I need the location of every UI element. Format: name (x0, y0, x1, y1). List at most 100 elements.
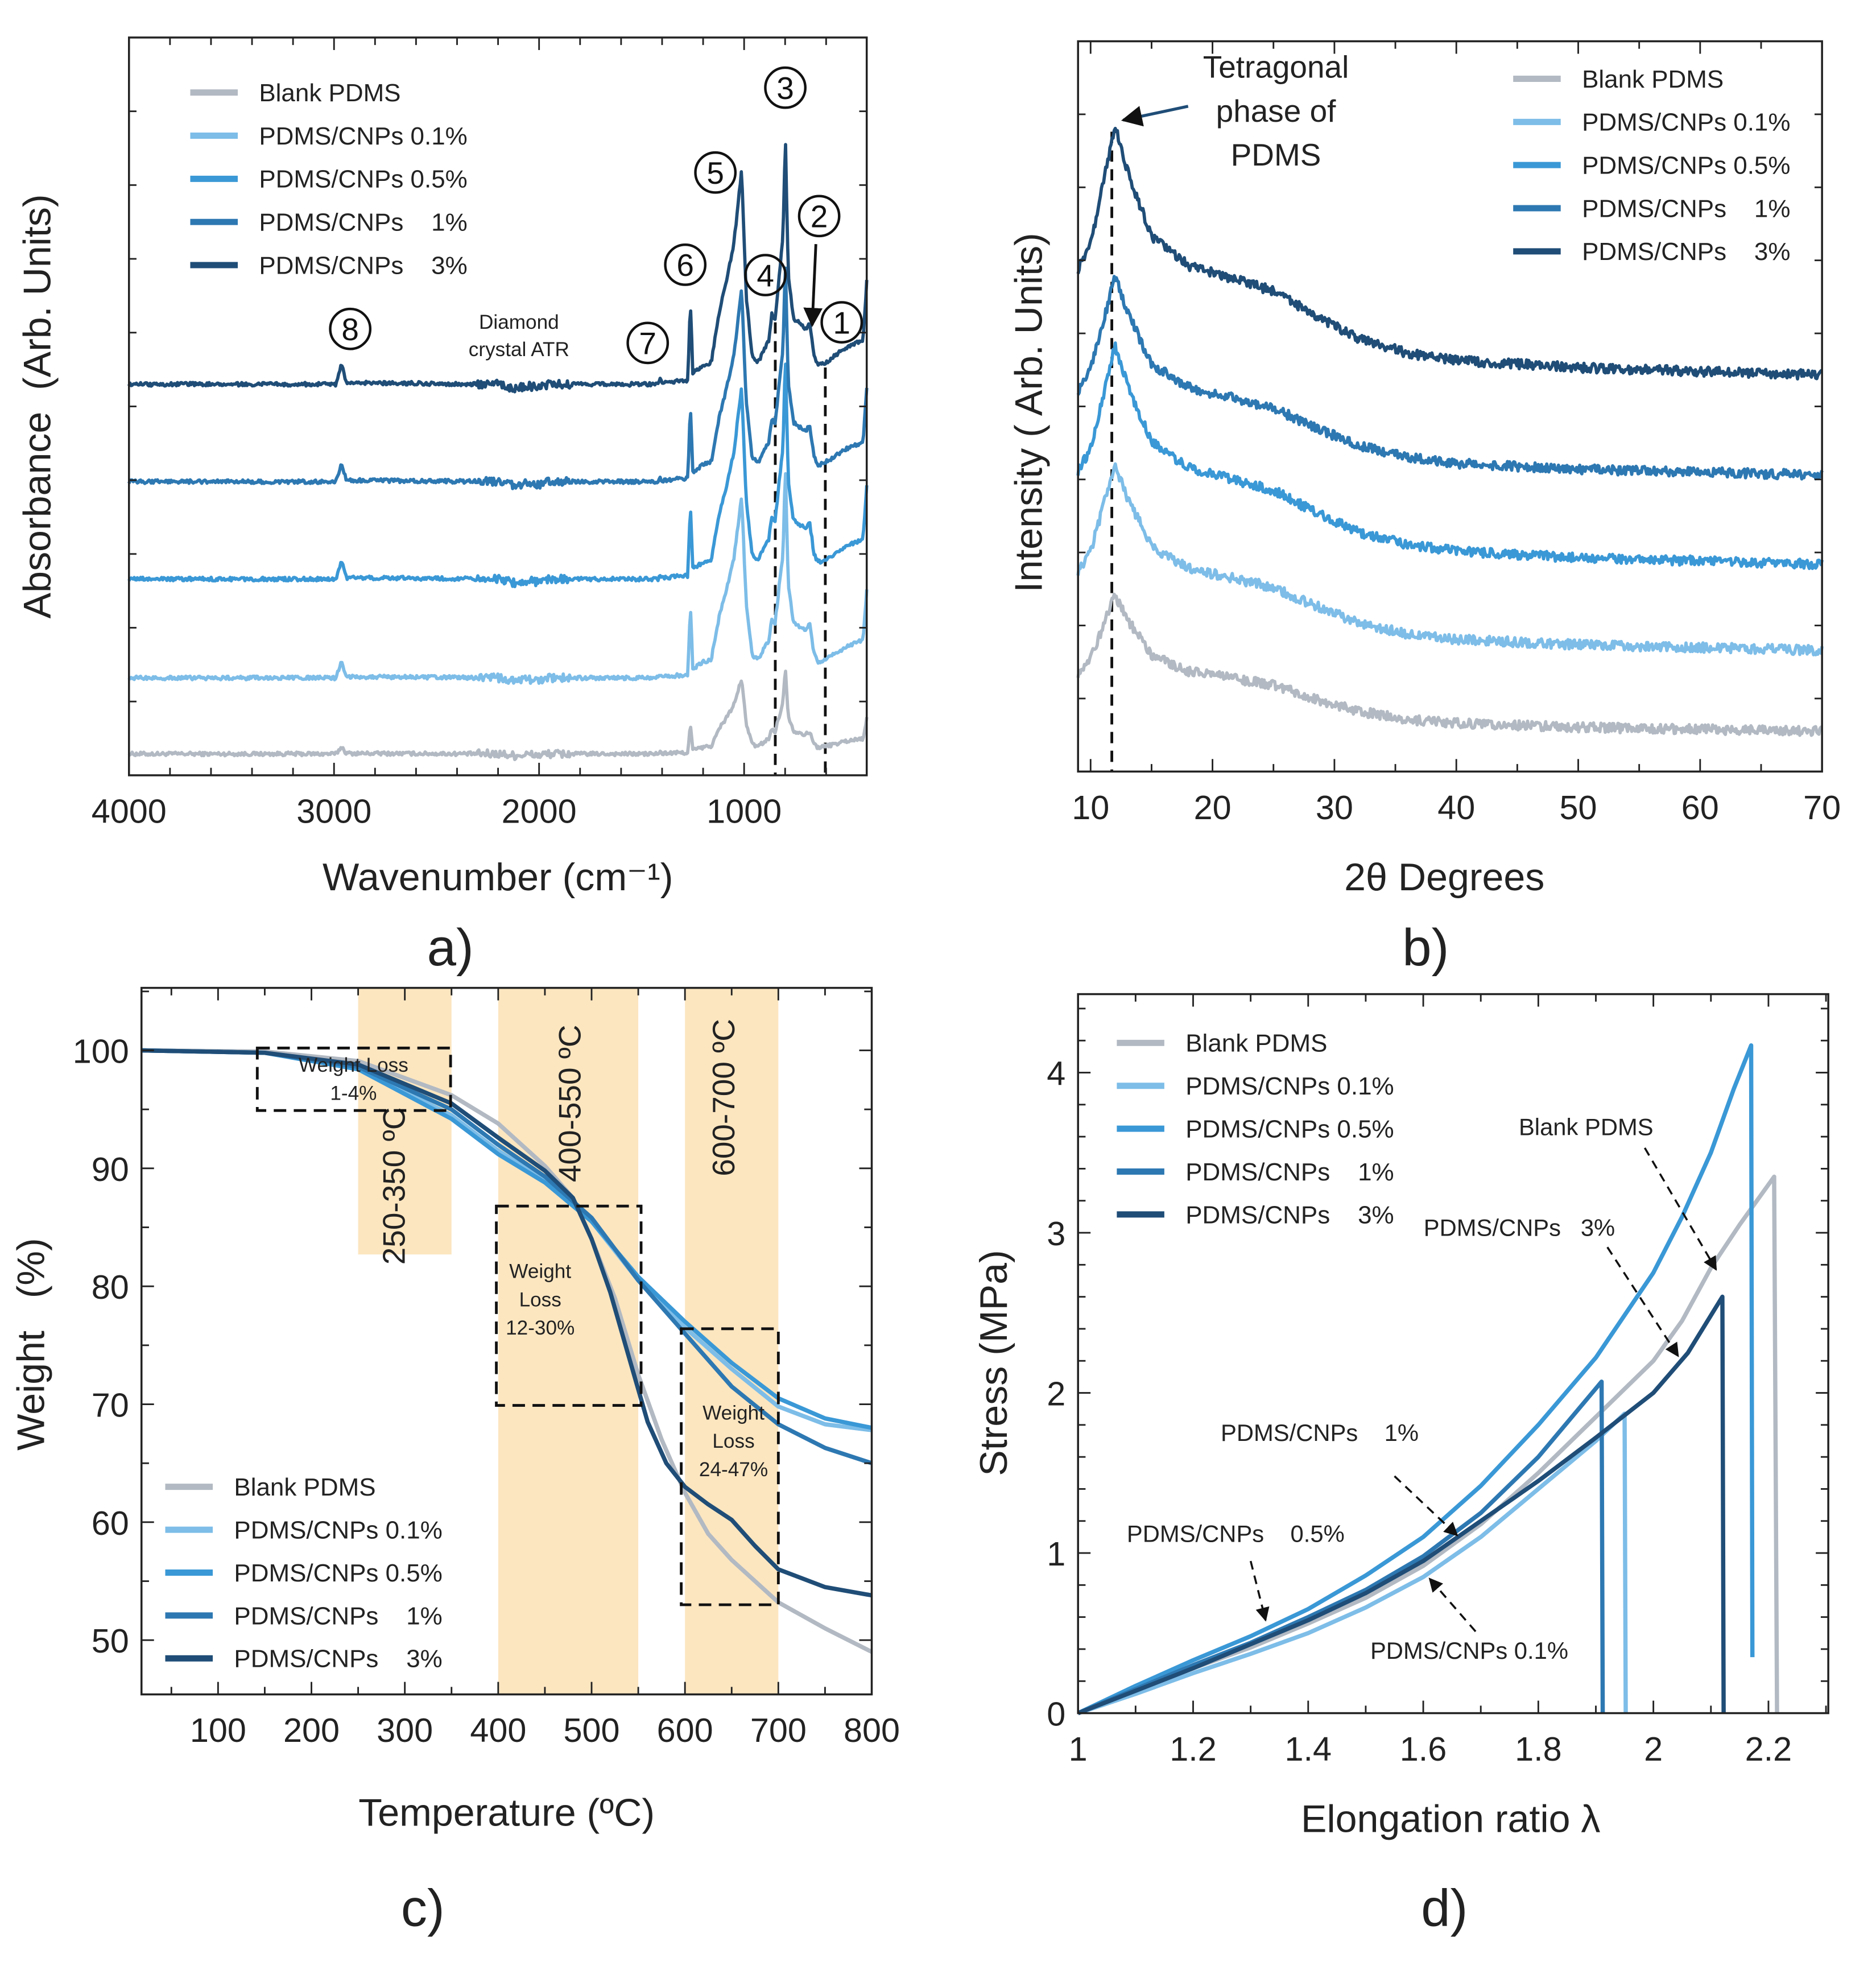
arrow-to-peak-2 (803, 243, 823, 328)
plot-frame (1077, 993, 1829, 1715)
peak-marker-number: 4 (757, 258, 774, 293)
band-label: 600-700 ºC (706, 1019, 741, 1176)
legend-label: PDMS/CNPs 1% (234, 1602, 442, 1630)
panel-label: a) (427, 918, 474, 977)
plot-frame (1077, 40, 1823, 773)
peak-marker-number: 3 (776, 71, 794, 106)
series-line-4 (127, 143, 869, 394)
y-axis-label: Absorbance (Arb. Units) (15, 194, 59, 618)
annotation-text: Blank PDMS (1519, 1113, 1654, 1140)
legend-label: PDMS/CNPs 0.1% (259, 122, 467, 150)
peak-marker-number: 5 (706, 155, 724, 191)
temperature-band (358, 988, 452, 1255)
y-tick-label: 50 (92, 1622, 129, 1660)
x-tick-label: 20 (1194, 788, 1232, 827)
series-line-2 (127, 362, 869, 589)
y-tick-label: 70 (92, 1386, 129, 1424)
peak-marker-circle (694, 151, 737, 194)
legend-label: Blank PDMS (234, 1473, 375, 1501)
x-tick-label: 10 (1072, 788, 1109, 827)
legend-label: PDMS/CNPs 1% (259, 209, 467, 237)
x-axis-label: Temperature (ºC) (358, 1791, 655, 1834)
x-tick-label: 1.2 (1170, 1730, 1217, 1768)
annotation-text: PDMS/CNPs 0.5% (1127, 1520, 1345, 1547)
weight-loss-text: 24-47% (699, 1459, 768, 1481)
annotation-text: PDMS (1231, 137, 1321, 172)
plot-frame (127, 36, 868, 776)
legend-label: Blank PDMS (1582, 65, 1724, 93)
series-line-0 (1077, 1174, 1779, 1716)
y-tick-label: 2 (1047, 1375, 1065, 1413)
weight-loss-box (255, 1046, 452, 1112)
y-tick-label: 4 (1047, 1055, 1065, 1093)
weight-loss-text: Weight (703, 1402, 765, 1424)
y-tick-label: 1 (1047, 1535, 1065, 1573)
x-tick-label: 50 (1560, 788, 1597, 827)
x-tick-label: 400 (470, 1711, 526, 1749)
plot-frame (140, 986, 873, 1696)
y-tick-label: 80 (92, 1268, 129, 1306)
peak-marker-circle (329, 307, 372, 350)
x-axis-label: Elongation ratio λ (1301, 1797, 1600, 1840)
annotation-arrow (1249, 1560, 1270, 1622)
y-axis-label: Weight (%) (9, 1238, 52, 1451)
series-line-2 (1077, 1043, 1755, 1715)
series-line-2 (1076, 341, 1824, 571)
legend-label: Blank PDMS (259, 79, 400, 107)
weight-loss-text: 12-30% (506, 1317, 575, 1339)
legend-label: PDMS/CNPs 1% (1185, 1158, 1394, 1186)
band-label: 250-350 ºC (377, 1108, 412, 1265)
x-tick-label: 2 (1644, 1730, 1663, 1768)
peak-marker-number: 2 (811, 199, 828, 234)
annotation-arrow (1394, 1475, 1458, 1536)
x-tick-label: 70 (1803, 788, 1841, 827)
legend-label: PDMS/CNPs 3% (1185, 1201, 1394, 1229)
legend-label: PDMS/CNPs 3% (1582, 238, 1790, 266)
x-tick-label: 1 (1069, 1730, 1088, 1768)
peak-marker-circle (744, 254, 787, 296)
series-line-1 (1076, 462, 1824, 656)
y-axis-label: Intensity ( Arb. Units) (1007, 233, 1050, 592)
legend-label: PDMS/CNPs 0.5% (234, 1559, 442, 1587)
annotation-arrow (1643, 1147, 1717, 1271)
y-tick-label: 90 (92, 1150, 129, 1188)
legend-label: Blank PDMS (1185, 1030, 1327, 1058)
peak-marker-number: 7 (639, 326, 656, 361)
panel-b-xrd: 10 20 30 40 50 60 70 2θ Degrees Intensity ( Arb.… (1007, 40, 1841, 977)
x-tick-label: 1.4 (1285, 1730, 1332, 1768)
annotation-arrow (1428, 1577, 1477, 1633)
annotation-text: Tetragonal (1203, 49, 1349, 85)
x-tick-label: 2.2 (1745, 1730, 1792, 1768)
x-tick-label: 4000 (92, 792, 167, 830)
x-tick-label: 200 (283, 1711, 340, 1749)
x-tick-label: 300 (377, 1711, 433, 1749)
annotation-text: phase of (1216, 93, 1337, 129)
panel-c-tga: 100 200 300 400 500 600 700 800 50 60 70 80 90 100 Tem… (9, 986, 900, 1937)
legend-label: PDMS/CNPs 0.1% (1582, 109, 1790, 137)
weight-loss-text: Loss (519, 1288, 561, 1311)
series-line-3 (141, 1048, 873, 1465)
x-tick-label: 2000 (502, 792, 577, 830)
series-line-1 (1077, 1411, 1628, 1716)
band-label: 400-550 ºC (552, 1025, 587, 1182)
tetragonal-phase-arrow (1121, 105, 1189, 127)
y-tick-label: 3 (1047, 1215, 1065, 1253)
x-tick-label: 500 (563, 1711, 619, 1749)
legend-label: PDMS/CNPs 0.5% (1185, 1115, 1394, 1143)
x-tick-label: 700 (750, 1711, 807, 1749)
series-line-3 (1076, 275, 1824, 481)
weight-loss-box (680, 1327, 780, 1606)
legend-label: PDMS/CNPs 1% (1582, 195, 1790, 222)
temperature-band (498, 988, 639, 1695)
x-tick-label: 60 (1681, 788, 1719, 827)
x-tick-label: 600 (657, 1711, 713, 1749)
annotation-arrow (1606, 1246, 1679, 1357)
x-axis-label: Wavenumber (cm⁻¹) (323, 856, 673, 899)
series-line-3 (127, 266, 869, 490)
x-tick-label: 40 (1437, 788, 1475, 827)
x-axis-label: 2θ Degrees (1344, 856, 1544, 899)
x-tick-label: 30 (1316, 788, 1353, 827)
panel-label: c) (401, 1878, 445, 1937)
